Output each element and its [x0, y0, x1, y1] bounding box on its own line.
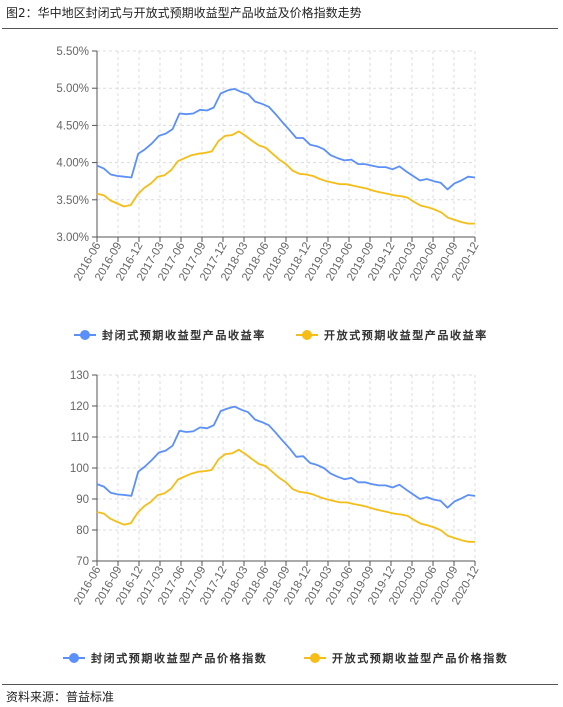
y-tick-label: 3.00%: [56, 232, 89, 244]
y-tick-label: 100: [70, 463, 89, 475]
legend-marker: [80, 330, 90, 340]
series-line-closed: [96, 405, 476, 509]
legend-label: 开放式预期收益型产品价格指数: [332, 651, 508, 665]
legend-marker: [69, 653, 79, 663]
y-tick-label: 90: [76, 494, 89, 506]
y-tick-label: 110: [71, 432, 89, 444]
y-tick-label: 3.50%: [56, 195, 89, 207]
series-line-closed: [96, 88, 476, 191]
y-tick-label: 5.50%: [56, 46, 89, 58]
price-index-line-chart: 7080901001101201302016-062016-092016-122…: [63, 370, 508, 665]
y-tick-label: 80: [76, 525, 89, 537]
source-note: 资料来源：普益标准: [6, 690, 115, 704]
y-tick-label: 130: [70, 370, 89, 382]
y-tick-label: 4.50%: [56, 120, 89, 132]
top-rule: [2, 28, 558, 29]
yield-line-chart: 3.00%3.50%4.00%4.50%5.00%5.50%2016-06201…: [56, 46, 488, 342]
figure-title: 图2：华中地区封闭式与开放式预期收益型产品收益及价格指数走势: [6, 6, 362, 20]
series-line-open: [96, 448, 475, 543]
y-tick-label: 5.00%: [56, 83, 89, 95]
legend-label: 开放式预期收益型产品收益率: [324, 328, 488, 342]
y-tick-label: 4.00%: [56, 158, 89, 170]
series-line-open: [96, 130, 475, 225]
legend-marker: [310, 653, 320, 663]
legend-label: 封闭式预期收益型产品价格指数: [91, 651, 267, 665]
legend-label: 封闭式预期收益型产品收益率: [102, 328, 266, 342]
y-tick-label: 120: [70, 401, 89, 413]
bottom-rule: [2, 684, 558, 685]
y-tick-label: 70: [76, 556, 89, 568]
legend-marker: [302, 330, 312, 340]
